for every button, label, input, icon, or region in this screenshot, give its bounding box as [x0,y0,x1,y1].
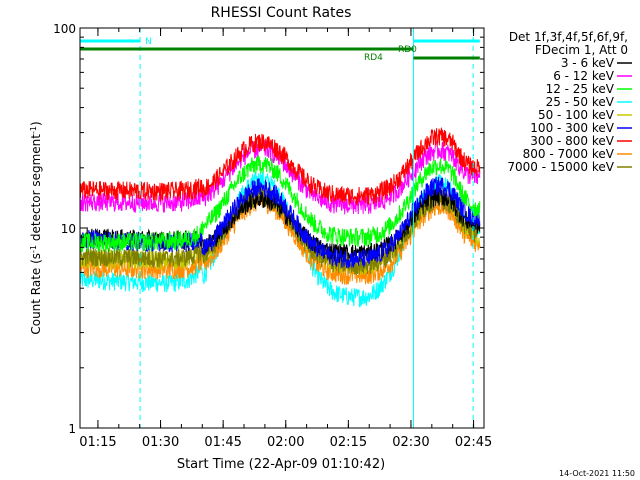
legend-entry-7: 800 - 7000 keV [523,147,615,161]
axis-layer: 1 10 100 01:15 01:30 01:45 02:00 02:15 02:30 02:4… [53,22,492,450]
legend-entry-8: 7000 - 15000 keV [507,160,614,174]
legend-header-line-2: FDecim 1, Att 0 [535,43,628,57]
x-tick-label-1: 01:30 [142,435,179,450]
y-tick-label-0: 1 [68,422,76,436]
legend-entry-3: 25 - 50 keV [546,95,615,109]
y-tick-label-1: 10 [61,222,76,236]
legend-header-line-1: Det 1f,3f,4f,5f,6f,9f, [509,30,628,44]
x-tick-label-4: 02:15 [330,435,367,450]
y-axis-label: Count Rate (s-1 detector segment-1) [29,121,44,334]
x-tick-label-5: 02:30 [392,435,429,450]
legend-entry-0: 3 - 6 keV [561,56,615,70]
legend-entry-1: 6 - 12 keV [553,69,615,83]
x-tick-label-3: 02:00 [267,435,304,450]
x-tick-label-2: 01:45 [204,435,241,450]
annotation-label-0: N [145,37,152,47]
x-axis-label: Start Time (22-Apr-09 01:10:42) [177,457,385,472]
plot-frame [79,27,485,429]
annotation-label-2: RD0 [398,45,417,55]
annotation-label-3: RD4 [364,53,383,63]
x-tick-label-6: 02:45 [455,435,492,450]
legend-entry-4: 50 - 100 keV [538,108,615,122]
x-tick-label-0: 01:15 [79,435,116,450]
overlay-layer: N RD0 RD4 [79,28,480,428]
y-tick-label-2: 100 [53,22,76,36]
chart-title: RHESSI Count Rates [211,5,352,21]
legend-entry-6: 300 - 800 keV [530,134,614,148]
legend-entry-5: 100 - 300 keV [530,121,614,135]
series-layer [80,127,481,308]
timestamp: 14-Oct-2021 11:50 [559,469,635,478]
legend-entry-2: 12 - 25 keV [546,82,615,96]
legend: Det 1f,3f,4f,5f,6f,9f, FDecim 1, Att 0 3… [507,30,632,174]
